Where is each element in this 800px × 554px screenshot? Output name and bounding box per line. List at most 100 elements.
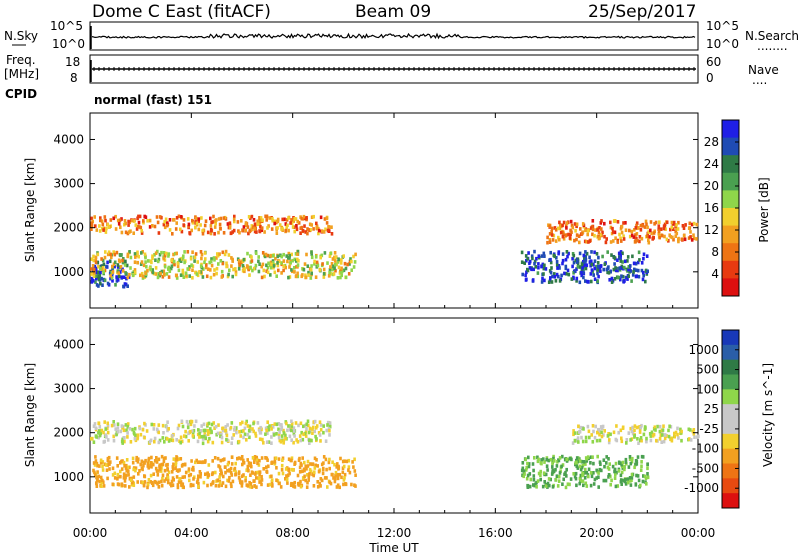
- data-cell: [273, 462, 277, 466]
- data-cell: [305, 422, 308, 427]
- data-cell: [308, 472, 311, 476]
- data-cell: [288, 265, 291, 269]
- data-cell: [334, 473, 337, 478]
- data-cell: [282, 259, 286, 263]
- data-cell: [577, 424, 580, 429]
- data-cell: [109, 273, 112, 278]
- data-cell: [569, 477, 573, 481]
- data-cell: [124, 473, 128, 478]
- data-cell: [166, 480, 170, 485]
- data-cell: [325, 221, 329, 225]
- data-cell: [521, 272, 524, 277]
- data-cell: [133, 270, 137, 275]
- data-cell: [581, 463, 585, 468]
- data-cell: [542, 266, 546, 271]
- data-cell: [687, 427, 691, 432]
- data-cell: [664, 433, 667, 437]
- data-cell: [630, 476, 634, 480]
- data-cell: [630, 233, 634, 238]
- data-cell: [585, 240, 588, 244]
- data-cell: [253, 222, 257, 226]
- data-cell: [690, 222, 694, 227]
- data-cell: [270, 427, 273, 431]
- data-cell: [305, 252, 308, 257]
- data-cell: [273, 460, 277, 464]
- y-tick-label: 2000: [53, 221, 84, 235]
- data-cell: [123, 439, 126, 444]
- data-cell: [591, 232, 594, 237]
- data-cell: [252, 429, 255, 434]
- data-cell: [631, 425, 634, 430]
- data-cell: [106, 456, 110, 461]
- data-cell: [601, 230, 604, 235]
- data-cell: [240, 429, 243, 434]
- data-cell: [535, 256, 538, 261]
- data-cell: [557, 479, 561, 483]
- data-cell: [550, 266, 553, 270]
- data-cell: [275, 478, 278, 482]
- data-cell: [584, 467, 587, 472]
- data-cell: [244, 221, 248, 225]
- data-cell: [319, 477, 323, 481]
- data-cell: [692, 233, 695, 237]
- data-cell: [265, 218, 268, 222]
- data-cell: [182, 223, 185, 227]
- data-cell: [125, 463, 128, 468]
- colorbar-segment: [722, 172, 739, 191]
- data-cell: [225, 431, 228, 435]
- data-cell: [638, 235, 642, 239]
- data-cell: [192, 483, 195, 488]
- data-cell: [274, 256, 277, 261]
- data-cell: [587, 467, 591, 472]
- data-cell: [527, 462, 531, 466]
- data-cell: [297, 481, 301, 486]
- data-cell: [336, 462, 339, 466]
- data-cell: [100, 257, 103, 261]
- data-cell: [534, 265, 537, 269]
- data-cell: [628, 228, 631, 233]
- data-cell: [265, 428, 268, 433]
- data-cell: [145, 264, 148, 269]
- data-cell: [268, 474, 272, 479]
- data-cell: [99, 270, 102, 275]
- data-cell: [621, 460, 625, 465]
- data-cell: [221, 426, 224, 431]
- data-cell: [623, 265, 626, 270]
- data-cell: [593, 233, 596, 238]
- data-cell: [276, 261, 279, 265]
- data-cell: [295, 438, 298, 442]
- data-cell: [101, 464, 104, 469]
- data-cell: [669, 227, 672, 232]
- data-cell: [281, 217, 284, 222]
- data-cell: [595, 438, 599, 443]
- data-cell: [556, 266, 559, 270]
- data-cell: [332, 272, 336, 276]
- data-cell: [286, 473, 290, 477]
- data-cell: [233, 214, 236, 219]
- data-cell: [126, 231, 130, 236]
- data-cell: [588, 255, 591, 260]
- data-cell: [561, 258, 565, 263]
- data-cell: [251, 427, 254, 431]
- data-cell: [592, 273, 595, 277]
- data-cell: [274, 456, 278, 460]
- data-cell: [116, 422, 120, 426]
- data-cell: [166, 478, 170, 483]
- data-cell: [118, 253, 122, 257]
- data-cell: [622, 234, 625, 238]
- data-cell: [111, 473, 115, 477]
- data-cell: [157, 440, 161, 445]
- data-cell: [213, 232, 216, 236]
- data-cell: [559, 230, 563, 235]
- data-cell: [598, 438, 602, 443]
- data-cell: [627, 431, 631, 435]
- freq-label: Freq.: [6, 53, 36, 67]
- data-cell: [245, 483, 249, 487]
- data-cell: [246, 424, 250, 428]
- data-cell: [252, 218, 256, 222]
- data-cell: [304, 230, 307, 234]
- data-cell: [578, 251, 582, 256]
- data-cell: [296, 257, 299, 262]
- data-cell: [139, 462, 142, 467]
- data-cell: [298, 434, 302, 438]
